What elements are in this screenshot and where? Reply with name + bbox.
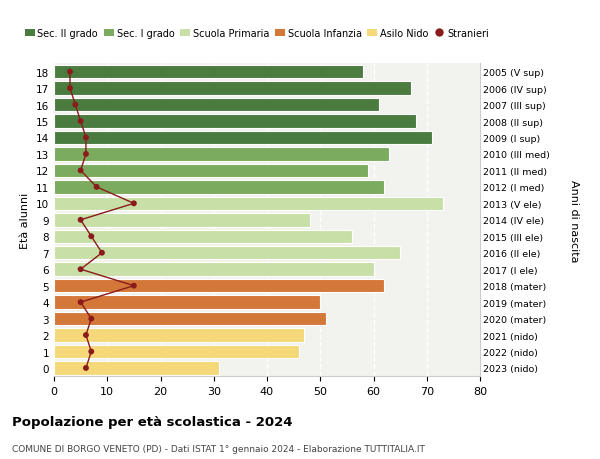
Point	[129, 282, 139, 290]
Text: Popolazione per età scolastica - 2024: Popolazione per età scolastica - 2024	[12, 415, 293, 428]
Bar	[54, 296, 320, 309]
Point	[76, 118, 85, 125]
Bar	[54, 131, 432, 145]
Bar	[54, 263, 373, 276]
Y-axis label: Anni di nascita: Anni di nascita	[569, 179, 579, 262]
Point	[71, 101, 80, 109]
Legend: Sec. II grado, Sec. I grado, Scuola Primaria, Scuola Infanzia, Asilo Nido, Stran: Sec. II grado, Sec. I grado, Scuola Prim…	[25, 28, 488, 39]
Bar	[54, 361, 219, 375]
Text: COMUNE DI BORGO VENETO (PD) - Dati ISTAT 1° gennaio 2024 - Elaborazione TUTTITAL: COMUNE DI BORGO VENETO (PD) - Dati ISTAT…	[12, 444, 425, 453]
Point	[76, 168, 85, 175]
Bar	[54, 312, 326, 325]
Bar	[54, 99, 379, 112]
Point	[86, 348, 96, 355]
Bar	[54, 279, 384, 293]
Point	[76, 299, 85, 306]
Bar	[54, 82, 411, 95]
Point	[86, 233, 96, 241]
Bar	[54, 197, 443, 211]
Bar	[54, 181, 384, 194]
Point	[129, 200, 139, 207]
Bar	[54, 115, 416, 129]
Bar	[54, 329, 304, 342]
Bar	[54, 345, 299, 358]
Bar	[54, 246, 400, 260]
Point	[81, 332, 91, 339]
Point	[76, 217, 85, 224]
Point	[81, 134, 91, 142]
Bar	[54, 230, 352, 243]
Point	[81, 151, 91, 158]
Point	[65, 69, 75, 76]
Bar	[54, 148, 389, 162]
Bar	[54, 213, 310, 227]
Y-axis label: Età alunni: Età alunni	[20, 192, 31, 248]
Point	[92, 184, 101, 191]
Point	[97, 250, 107, 257]
Point	[86, 315, 96, 323]
Bar	[54, 164, 368, 178]
Point	[76, 266, 85, 273]
Bar	[54, 66, 363, 79]
Point	[81, 364, 91, 372]
Point	[65, 85, 75, 93]
